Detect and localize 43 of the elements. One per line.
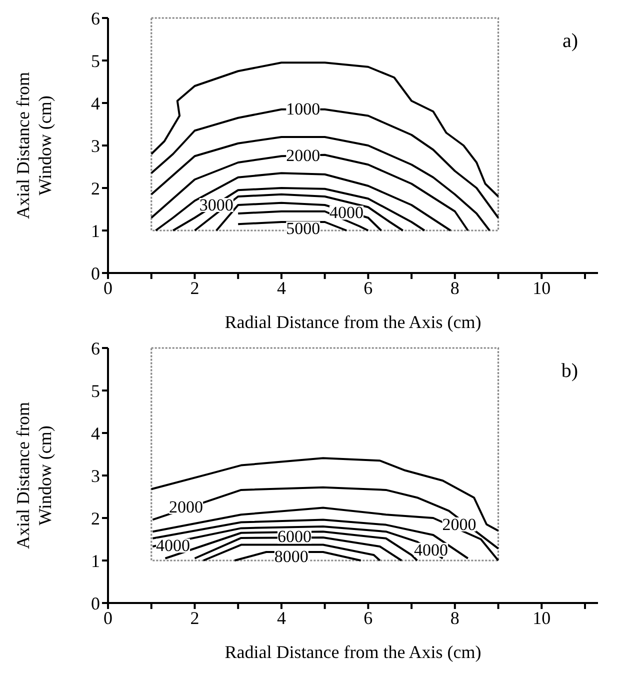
annotation: 2000 — [286, 146, 320, 165]
annotation: 2000 — [442, 514, 476, 534]
y-axis-title: Axial Distance from Window (cm) — [13, 72, 55, 219]
x-axis-title: Radial Distance from the Axis (cm) — [224, 642, 482, 662]
annotation: b) — [561, 360, 578, 383]
annotation: 4000 — [414, 540, 448, 560]
y-axis-title: Axial Distance from Window (cm) — [13, 402, 55, 549]
x-tick-label: 4 — [276, 608, 286, 628]
annotation: 1000 — [286, 99, 320, 118]
x-axis-title: Radial Distance from the Axis (cm) — [224, 312, 482, 332]
x-tick-label: 2 — [190, 608, 200, 628]
y-tick-label: 2 — [91, 508, 100, 528]
y-tick-label: 0 — [91, 263, 100, 284]
x-tick-label: 6 — [364, 278, 373, 298]
y-tick-label: 5 — [91, 380, 100, 401]
x-tick-label: 2 — [190, 278, 200, 298]
annotation: 5000 — [286, 218, 320, 238]
y-tick-label: 6 — [91, 338, 100, 358]
annotation: a) — [562, 30, 578, 53]
y-tick-label: 2 — [91, 178, 100, 198]
x-tick-label: 0 — [104, 608, 112, 628]
y-tick-label: 3 — [91, 466, 100, 486]
x-tick-label: 8 — [450, 278, 460, 298]
y-tick-label: 6 — [91, 8, 100, 28]
annotation: 4000 — [329, 203, 364, 222]
x-tick-label: 0 — [104, 278, 112, 298]
annotation: 8000 — [274, 547, 308, 566]
y-tick-label: 1 — [91, 220, 100, 241]
y-tick-label: 4 — [91, 423, 100, 444]
y-tick-label: 1 — [91, 550, 100, 571]
annotation: 6000 — [277, 527, 312, 546]
x-tick-label: 6 — [364, 608, 373, 628]
y-tick-label: 4 — [91, 93, 100, 114]
x-tick-label: 4 — [276, 278, 286, 298]
y-tick-label: 0 — [91, 593, 100, 614]
y-tick-label: 3 — [91, 136, 100, 156]
annotation: 3000 — [199, 196, 234, 214]
x-tick-label: 10 — [532, 278, 551, 298]
x-tick-label: 10 — [532, 608, 551, 628]
x-tick-label: 8 — [450, 608, 460, 628]
annotation: 4000 — [156, 536, 190, 556]
annotation: 2000 — [169, 497, 204, 516]
y-tick-label: 5 — [91, 50, 100, 71]
